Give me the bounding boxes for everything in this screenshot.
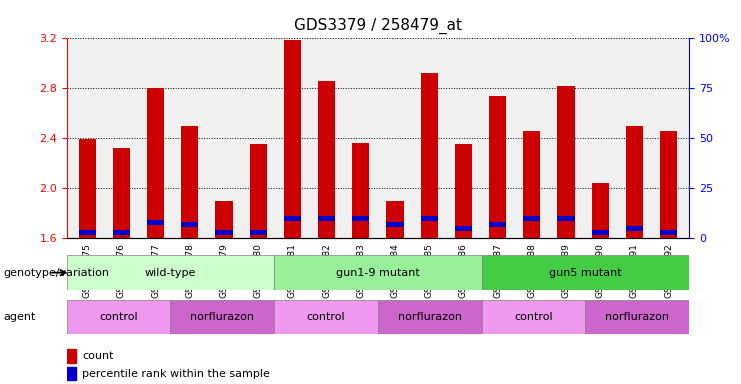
Bar (250, 144, 267, 238)
Bar (489, 222, 506, 227)
Bar (113, 230, 130, 235)
Bar (113, 148, 130, 238)
Bar (660, 131, 677, 238)
Text: control: control (99, 312, 138, 322)
Text: control: control (514, 312, 553, 322)
Bar (79, 230, 96, 235)
Bar (79, 139, 96, 238)
FancyBboxPatch shape (274, 255, 482, 290)
FancyBboxPatch shape (67, 255, 274, 290)
Bar (626, 126, 643, 238)
Bar (523, 131, 540, 238)
Text: gun5 mutant: gun5 mutant (549, 268, 622, 278)
Text: count: count (82, 351, 114, 361)
Bar (318, 81, 335, 238)
Bar (455, 144, 472, 238)
Bar (489, 96, 506, 238)
Bar (250, 230, 267, 235)
Bar (557, 215, 574, 220)
Bar (147, 220, 165, 225)
Bar (352, 215, 369, 220)
Text: agent: agent (4, 312, 36, 322)
Bar (216, 230, 233, 235)
Text: genotype/variation: genotype/variation (4, 268, 110, 278)
Bar (421, 73, 438, 238)
Bar (182, 126, 199, 238)
FancyBboxPatch shape (274, 300, 378, 334)
Bar (284, 40, 301, 238)
Bar (421, 215, 438, 220)
Text: gun1-9 mutant: gun1-9 mutant (336, 268, 420, 278)
Bar (147, 88, 165, 238)
Bar (352, 143, 369, 238)
Bar (67, 349, 76, 363)
Bar (455, 225, 472, 230)
Text: norflurazon: norflurazon (605, 312, 669, 322)
Text: norflurazon: norflurazon (398, 312, 462, 322)
Text: norflurazon: norflurazon (190, 312, 254, 322)
Text: control: control (307, 312, 345, 322)
FancyBboxPatch shape (378, 300, 482, 334)
Bar (216, 200, 233, 238)
FancyBboxPatch shape (482, 255, 689, 290)
FancyBboxPatch shape (170, 300, 274, 334)
FancyBboxPatch shape (482, 300, 585, 334)
FancyBboxPatch shape (67, 300, 170, 334)
Bar (387, 222, 404, 227)
Bar (523, 215, 540, 220)
Bar (318, 215, 335, 220)
FancyBboxPatch shape (585, 300, 689, 334)
Title: GDS3379 / 258479_at: GDS3379 / 258479_at (294, 18, 462, 34)
Bar (284, 215, 301, 220)
Bar (591, 230, 609, 235)
Bar (182, 222, 199, 227)
Bar (660, 230, 677, 235)
Text: percentile rank within the sample: percentile rank within the sample (82, 369, 270, 379)
Text: wild-type: wild-type (144, 268, 196, 278)
Bar (626, 225, 643, 230)
Bar (557, 86, 574, 238)
Bar (67, 367, 76, 380)
Bar (387, 200, 404, 238)
Bar (591, 183, 609, 238)
